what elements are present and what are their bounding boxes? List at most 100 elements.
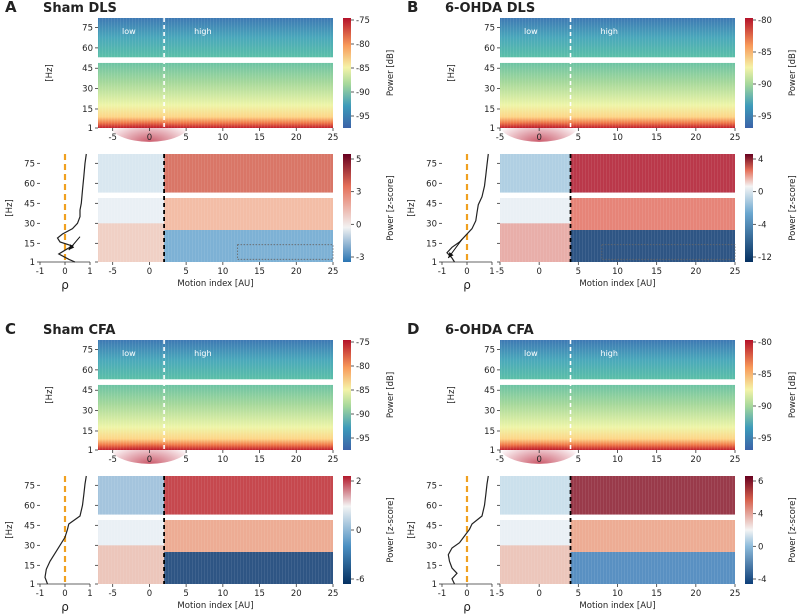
y-tick-label: 30: [426, 541, 437, 551]
y-tick-label: 60: [24, 179, 35, 189]
y-tick-label: 30: [82, 407, 93, 417]
colorbar-tick-label: 0: [758, 188, 763, 198]
zscore-map: [98, 476, 333, 584]
y-tick-label: 75: [484, 346, 495, 356]
colorbar-tick-label: -85: [356, 64, 370, 74]
x-tick-label: 25: [730, 589, 741, 599]
rho-x-tick-label: 0: [62, 267, 67, 277]
rho-x-tick-label: 1: [489, 267, 494, 277]
y-tick-label: 15: [484, 105, 495, 115]
x-tick-label: -5: [496, 455, 504, 465]
x-tick-label: 10: [217, 133, 228, 143]
colorbar-label: Power [z-score]: [386, 497, 396, 562]
x-tick-label: 0: [536, 455, 541, 465]
rho-curve: [447, 475, 489, 585]
x-tick-label: 10: [612, 455, 623, 465]
x-tick-label: 25: [730, 455, 741, 465]
rho-axis-label: ρ: [463, 278, 471, 292]
y-tick-label: 1: [432, 580, 437, 590]
y-tick-label: 60: [426, 501, 437, 511]
x-tick-label: 0: [147, 455, 152, 465]
rho-curve: [446, 153, 489, 263]
y-tick-label: 15: [24, 239, 35, 249]
frequency-gap: [500, 192, 735, 198]
x-tick-label: 5: [183, 455, 188, 465]
y-tick-label: 30: [82, 85, 93, 95]
colorbar-tick-label: 0: [356, 526, 361, 536]
y-tick-label: 60: [484, 366, 495, 376]
frequency-gap: [98, 192, 333, 198]
colorbar-tick-label: 6: [758, 477, 763, 487]
power-colorbar: [343, 18, 351, 128]
x-tick-label: 5: [183, 267, 188, 277]
x-tick-label: -5: [108, 133, 116, 143]
x-axis-label: Motion index [AU]: [177, 601, 253, 611]
colorbar-tick-label: -85: [758, 370, 772, 380]
frequency-gap-top: [98, 379, 333, 385]
high-zone-label: high: [601, 349, 618, 358]
y-tick-label: 45: [426, 521, 437, 531]
x-tick-label: 15: [651, 267, 662, 277]
y-tick-label: 30: [484, 85, 495, 95]
colorbar-tick-label: -90: [758, 80, 772, 90]
y-tick-label: 1: [30, 580, 35, 590]
colorbar-label: Power [z-score]: [788, 175, 797, 240]
x-tick-label: 15: [254, 133, 265, 143]
x-tick-label: 5: [576, 589, 581, 599]
zscore-colorbar: [745, 154, 753, 262]
frequency-gap-top: [98, 57, 333, 63]
panel-title: 6-OHDA CFA: [445, 323, 534, 338]
colorbar-tick-label: -75: [356, 338, 370, 348]
colorbar-tick-label: 0: [356, 220, 361, 230]
y-tick-label: 75: [426, 481, 437, 491]
colorbar-tick-label: -4: [758, 220, 766, 230]
y-tick-label: 1: [88, 124, 93, 134]
zscore-map: [98, 154, 333, 262]
x-tick-label: 0: [536, 589, 541, 599]
y-axis-label: [Hz]: [45, 64, 55, 82]
y-tick-label: 1: [88, 446, 93, 456]
x-tick-label: -5: [108, 455, 116, 465]
x-tick-label: 10: [612, 133, 623, 143]
x-tick-label: 20: [690, 267, 701, 277]
zscore-colorbar: [343, 476, 351, 584]
colorbar-tick-label: -95: [758, 434, 772, 444]
x-tick-label: 25: [328, 455, 339, 465]
zscore-texture: [98, 476, 333, 584]
rho-axis-label: ρ: [61, 600, 69, 614]
power-lowfreq-hotspot: [499, 427, 580, 464]
y-axis-label: [Hz]: [5, 199, 15, 217]
x-tick-label: -5: [496, 589, 504, 599]
zscore-map: [500, 154, 735, 262]
y-tick-label: 45: [82, 64, 93, 74]
roi-box: [237, 244, 334, 260]
x-tick-label: 20: [291, 267, 302, 277]
frequency-gap: [98, 514, 333, 520]
low-zone-label: low: [524, 349, 538, 358]
x-tick-label: 5: [576, 267, 581, 277]
x-tick-label: 0: [147, 589, 152, 599]
frequency-gap-top: [500, 379, 735, 385]
rho-curve: [56, 153, 87, 263]
colorbar-tick-label: -12: [758, 253, 772, 263]
y-tick-label: 30: [484, 407, 495, 417]
rho-x-tick-label: 1: [87, 267, 92, 277]
power-colorbar: [745, 18, 753, 128]
low-zone-label: low: [122, 27, 136, 36]
x-tick-label: 15: [651, 589, 662, 599]
colorbar-tick-label: -80: [356, 362, 370, 372]
colorbar-tick-label: 3: [356, 188, 361, 198]
y-tick-label: 15: [484, 427, 495, 437]
zscore-colorbar: [343, 154, 351, 262]
colorbar-tick-label: -90: [356, 88, 370, 98]
x-tick-label: 20: [690, 589, 701, 599]
y-tick-label: 60: [82, 44, 93, 54]
x-tick-label: -5: [496, 133, 504, 143]
y-axis-label: [Hz]: [407, 199, 417, 217]
y-tick-label: 1: [30, 258, 35, 268]
colorbar-label: Power [dB]: [386, 50, 396, 96]
y-tick-label: 1: [490, 124, 495, 134]
x-tick-label: 0: [147, 267, 152, 277]
